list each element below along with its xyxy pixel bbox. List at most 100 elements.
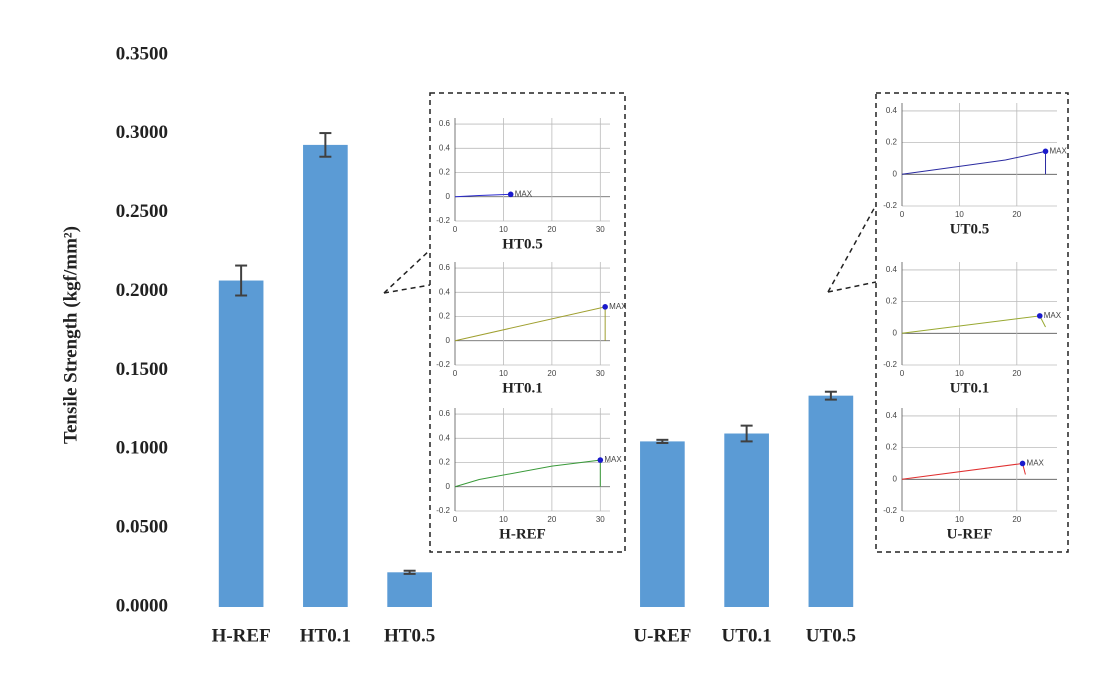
- x-tick-label: 20: [547, 369, 556, 378]
- y-tick-label: -0.2: [883, 506, 897, 515]
- y-tick-label: 0.0000: [116, 595, 168, 616]
- y-tick-label: 0.3000: [116, 122, 168, 143]
- x-tick-label: HT0.1: [300, 625, 351, 646]
- bar: [724, 433, 769, 607]
- x-tick-label: 20: [547, 225, 556, 234]
- y-tick-label: 0.4: [439, 287, 451, 296]
- y-tick-label: 0.6: [439, 263, 451, 272]
- max-marker: [597, 457, 604, 463]
- y-tick-label: 0.2000: [116, 280, 168, 301]
- callout-line: [827, 281, 877, 293]
- y-tick-label: 0.4: [439, 143, 451, 152]
- y-tick-label: 0.1000: [116, 438, 168, 459]
- inset-title: UT0.5: [950, 221, 990, 237]
- annotation: MAX: [609, 302, 627, 311]
- max-marker: [507, 191, 514, 198]
- x-tick-label: 0: [900, 210, 905, 219]
- inset-title: UT0.1: [950, 380, 990, 396]
- x-tick-label: 10: [955, 210, 964, 219]
- x-tick-label: 10: [499, 225, 508, 234]
- y-tick-label: 0: [446, 192, 451, 201]
- inset-box: [429, 92, 626, 553]
- y-axis-title: Tensile Strength (kgf/mm²): [60, 226, 81, 444]
- y-tick-label: 0.2: [886, 138, 898, 147]
- bar: [640, 441, 685, 607]
- x-tick-label: 30: [596, 225, 605, 234]
- max-marker: [1036, 313, 1043, 319]
- x-tick-label: 10: [955, 515, 964, 524]
- y-tick-label: 0.0500: [116, 517, 168, 538]
- y-tick-label: 0.2: [439, 168, 451, 177]
- x-tick-label: UT0.1: [722, 625, 772, 646]
- inset-title: U-REF: [947, 526, 993, 542]
- line: [454, 306, 606, 342]
- inset-title: HT0.1: [502, 380, 542, 396]
- x-tick-label: U-REF: [633, 625, 691, 646]
- annotation: MAX: [604, 455, 622, 464]
- callout-line: [383, 284, 431, 294]
- bar: [387, 572, 432, 607]
- x-tick-label: 30: [596, 369, 605, 378]
- y-tick-label: 0.2: [886, 443, 898, 452]
- bar: [218, 280, 264, 607]
- y-tick-label: 0.4: [886, 106, 898, 115]
- annotation: MAX: [515, 189, 533, 198]
- x-tick-label: 10: [499, 369, 508, 378]
- line: [901, 150, 1047, 175]
- y-tick-label: 0: [893, 169, 898, 178]
- y-tick-label: 0: [446, 482, 451, 491]
- x-tick-label: 0: [453, 369, 458, 378]
- y-tick-label: 0.4: [439, 433, 451, 442]
- annotation: MAX: [1027, 459, 1045, 468]
- callout-line: [383, 249, 431, 294]
- line: [454, 193, 511, 198]
- line: [901, 315, 1046, 334]
- y-tick-label: -0.2: [436, 360, 450, 369]
- callout-line: [827, 204, 877, 293]
- x-tick-label: 20: [1012, 210, 1021, 219]
- y-tick-label: 0: [893, 474, 898, 483]
- x-tick-label: 10: [499, 515, 508, 524]
- annotation: MAX: [1050, 146, 1068, 155]
- y-tick-label: -0.2: [883, 201, 897, 210]
- y-tick-label: 0: [446, 336, 451, 345]
- y-tick-label: 0.1500: [116, 359, 168, 380]
- x-tick-label: 20: [1012, 369, 1021, 378]
- max-marker: [1042, 148, 1049, 155]
- x-tick-label: 0: [453, 515, 458, 524]
- annotation: MAX: [1044, 311, 1062, 320]
- y-tick-label: 0.6: [439, 119, 451, 128]
- y-tick-label: 0.2: [886, 297, 898, 306]
- x-tick-label: HT0.5: [384, 625, 435, 646]
- y-tick-label: 0.6: [439, 409, 451, 418]
- x-tick-label: 30: [596, 515, 605, 524]
- inset-title: H-REF: [499, 526, 546, 542]
- x-tick-label: UT0.5: [806, 625, 856, 646]
- bar: [303, 144, 348, 607]
- inset-title: HT0.5: [502, 236, 542, 252]
- y-tick-label: 0.2500: [116, 201, 168, 222]
- y-tick-label: 0.2: [439, 458, 451, 467]
- y-tick-label: 0.4: [886, 265, 898, 274]
- x-tick-label: 0: [900, 369, 905, 378]
- y-tick-label: 0.4: [886, 411, 898, 420]
- x-tick-label: 10: [955, 369, 964, 378]
- line: [901, 462, 1026, 480]
- x-tick-label: 0: [453, 225, 458, 234]
- y-tick-label: 0.3500: [116, 43, 168, 64]
- line: [454, 459, 601, 488]
- y-tick-label: 0.2: [439, 312, 451, 321]
- x-tick-label: 0: [900, 515, 905, 524]
- x-tick-label: H-REF: [212, 625, 271, 646]
- x-tick-label: 20: [547, 515, 556, 524]
- y-tick-label: -0.2: [883, 360, 897, 369]
- x-tick-label: 20: [1012, 515, 1021, 524]
- max-marker: [602, 304, 608, 310]
- max-marker: [1019, 460, 1026, 467]
- bar: [808, 395, 854, 607]
- y-tick-label: -0.2: [436, 216, 450, 225]
- inset-box: [875, 92, 1069, 553]
- y-tick-label: -0.2: [436, 506, 450, 515]
- y-tick-label: 0: [893, 328, 898, 337]
